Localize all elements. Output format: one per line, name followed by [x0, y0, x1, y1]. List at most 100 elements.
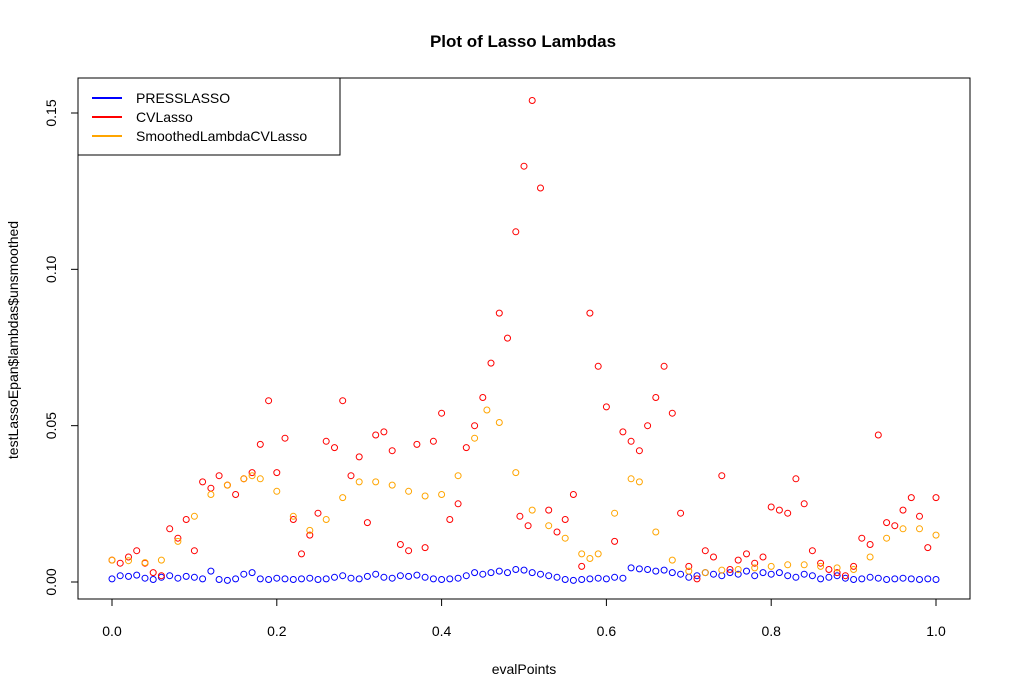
data-point [347, 574, 355, 582]
data-point [355, 453, 363, 461]
data-point [850, 576, 858, 583]
data-point [157, 572, 165, 580]
data-point [891, 575, 899, 583]
data-point [512, 469, 520, 477]
data-point [627, 564, 635, 572]
data-point [289, 576, 297, 583]
y-axis-label: testLassoEpan$lambdas$unsmoothed [5, 221, 21, 459]
data-point [331, 573, 338, 581]
data-point [677, 570, 685, 578]
data-point [421, 492, 429, 500]
data-point [487, 569, 495, 577]
data-point [256, 575, 264, 583]
data-point [438, 576, 446, 583]
data-point [767, 570, 775, 578]
data-point [265, 397, 273, 405]
data-point [528, 97, 536, 104]
data-point [932, 531, 940, 539]
data-point [693, 575, 701, 583]
data-point [916, 525, 923, 533]
data-point [594, 550, 602, 558]
data-point [899, 525, 907, 533]
data-point [471, 422, 479, 430]
data-point [883, 534, 891, 542]
data-point [907, 494, 915, 502]
data-point [734, 570, 742, 578]
data-point [726, 566, 734, 573]
data-point [207, 567, 215, 575]
data-point [232, 491, 240, 498]
data-point [841, 572, 849, 580]
data-point [916, 576, 923, 583]
data-point [924, 544, 932, 552]
data-point [454, 472, 462, 480]
data-point [273, 469, 281, 477]
series-CVLasso [108, 97, 940, 583]
data-point [207, 491, 215, 498]
data-point [759, 569, 767, 577]
data-point [883, 519, 891, 527]
data-point [372, 431, 380, 439]
data-point [339, 397, 347, 405]
data-point [256, 475, 264, 483]
data-point [841, 574, 849, 582]
data-point [784, 509, 792, 517]
data-point [833, 564, 841, 572]
x-tick-label: 0.4 [432, 623, 452, 639]
data-point [932, 576, 940, 583]
data-point [396, 572, 404, 580]
data-point [108, 575, 116, 583]
data-point [363, 572, 371, 580]
data-point [223, 576, 231, 584]
data-point [421, 573, 429, 581]
data-point [223, 481, 231, 489]
data-point [718, 566, 726, 574]
data-point [405, 572, 413, 580]
data-point [792, 475, 800, 483]
data-point [537, 570, 544, 578]
data-point [524, 522, 532, 530]
data-point [710, 553, 717, 561]
x-axis-label: evalPoints [492, 661, 557, 677]
data-point [808, 572, 816, 580]
data-point [718, 472, 726, 480]
data-point [446, 575, 454, 583]
data-point [767, 562, 775, 570]
data-point [413, 571, 421, 579]
data-point [182, 516, 190, 523]
data-point [817, 559, 825, 567]
data-point [850, 562, 858, 570]
legend: PRESSLASSO CVLasso SmoothedLambdaCVLasso [77, 77, 341, 156]
data-point [273, 574, 281, 582]
data-point [380, 428, 388, 436]
data-point [718, 572, 726, 580]
data-point [396, 541, 404, 548]
data-point [190, 512, 198, 520]
data-point [602, 403, 610, 411]
data-point [322, 575, 330, 583]
y-tick-label: 0.00 [43, 568, 59, 595]
data-point [833, 569, 841, 577]
plot-frame [77, 77, 971, 600]
data-point [306, 531, 314, 539]
data-point [141, 559, 149, 567]
data-point [125, 553, 132, 561]
data-point [545, 506, 553, 514]
data-point [743, 567, 750, 575]
data-point [545, 522, 553, 530]
data-point [866, 553, 874, 561]
data-point [775, 506, 783, 514]
data-point [685, 567, 693, 575]
data-point [528, 506, 536, 514]
data-point [495, 567, 503, 575]
data-point [817, 562, 825, 570]
data-point [899, 574, 907, 582]
data-point [240, 475, 248, 483]
y-tick-label: 0.10 [43, 255, 59, 282]
data-point [553, 528, 561, 536]
data-point [784, 561, 792, 569]
data-point [190, 547, 198, 555]
data-point [495, 309, 503, 317]
data-point [215, 472, 223, 480]
data-point [652, 528, 660, 536]
